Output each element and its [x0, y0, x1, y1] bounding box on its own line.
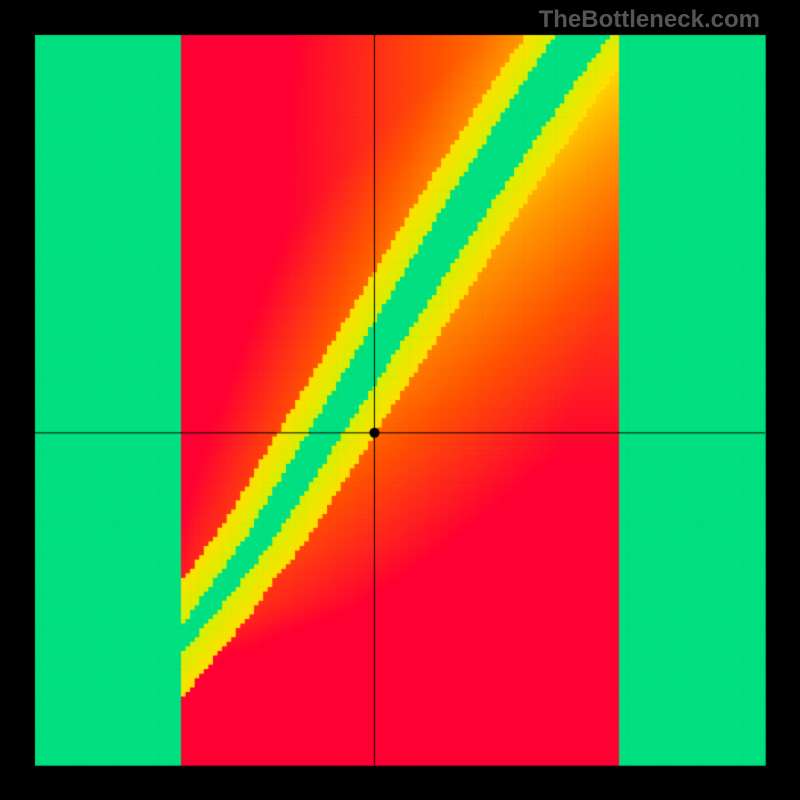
watermark-text: TheBottleneck.com	[539, 6, 760, 34]
bottleneck-heatmap	[0, 0, 800, 800]
